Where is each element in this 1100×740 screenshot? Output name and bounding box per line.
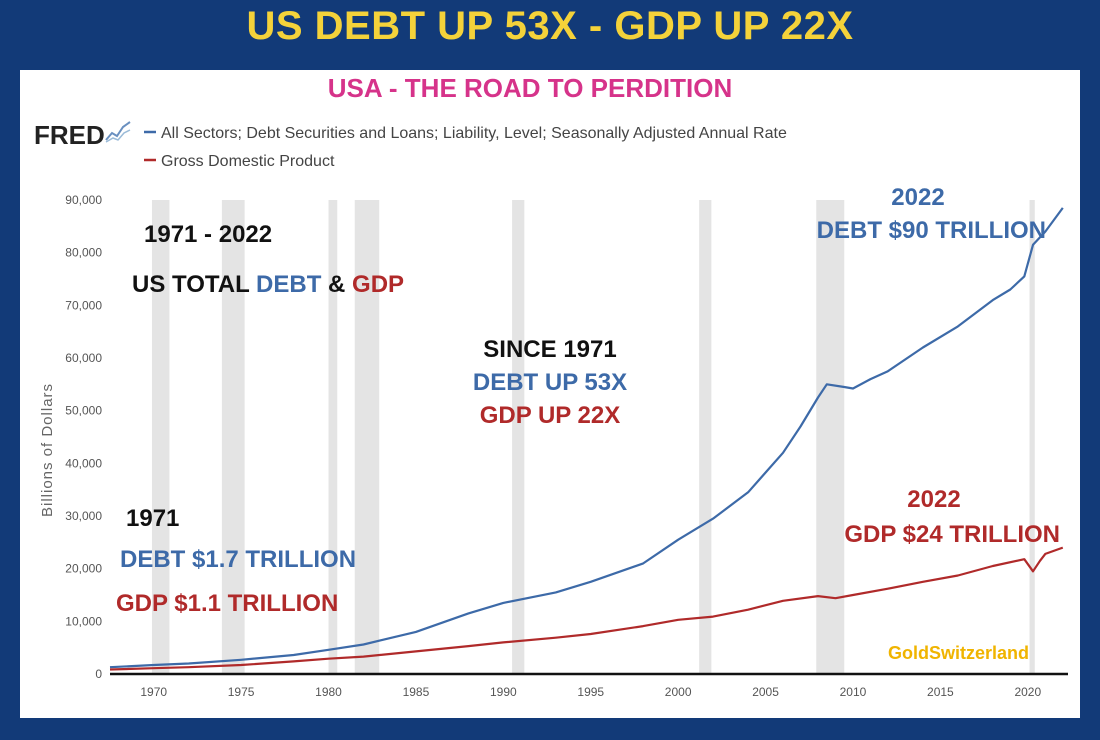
y-tick-label: 0 — [95, 667, 102, 681]
x-tick-label: 1970 — [140, 685, 167, 699]
annotation-end-debt-year: 2022 — [891, 184, 944, 211]
x-tick-label: 1980 — [315, 685, 342, 699]
chart: 0 10,000 20,000 30,000 40,000 50,000 60,000 70,… — [34, 73, 1068, 699]
y-tick-label: 20,000 — [65, 562, 102, 576]
annotation-title-amp: & — [321, 271, 352, 298]
recession-band-6 — [816, 200, 845, 674]
x-tick-label: 1995 — [577, 685, 604, 699]
x-tick-label: 1985 — [403, 685, 430, 699]
headline: US DEBT UP 53X - GDP UP 22X — [246, 4, 854, 48]
annotation-period: 1971 - 2022 — [144, 221, 272, 248]
x-tick-label: 2000 — [665, 685, 692, 699]
x-axis-ticks: 1970 1975 1980 1985 1990 1995 2000 2005 2010 2015… — [140, 685, 1041, 699]
y-tick-label: 70,000 — [65, 298, 102, 312]
y-axis-ticks: 0 10,000 20,000 30,000 40,000 50,000 60,000 70,… — [65, 193, 102, 681]
recession-band-2 — [328, 200, 338, 674]
x-tick-label: 2005 — [752, 685, 779, 699]
y-tick-label: 40,000 — [65, 456, 102, 470]
annotation-title-prefix: US TOTAL — [132, 271, 256, 298]
x-tick-label: 1975 — [228, 685, 255, 699]
fred-logo: FRED — [34, 120, 105, 150]
recession-band-5 — [699, 200, 712, 674]
annotation-start-debt: DEBT $1.7 TRILLION — [120, 546, 356, 573]
annotation-end-debt: DEBT $90 TRILLION — [817, 217, 1046, 244]
annotation-start-gdp: GDP $1.1 TRILLION — [116, 590, 338, 617]
annotation-start-year: 1971 — [126, 505, 179, 532]
y-tick-label: 80,000 — [65, 246, 102, 260]
chart-panel: 0 10,000 20,000 30,000 40,000 50,000 60,000 70,… — [20, 70, 1080, 718]
y-tick-label: 30,000 — [65, 509, 102, 523]
recession-band-7 — [1029, 200, 1035, 674]
legend-label-debt: All Sectors; Debt Securities and Loans; … — [161, 125, 787, 142]
y-tick-label: 10,000 — [65, 614, 102, 628]
x-tick-label: 2020 — [1014, 685, 1041, 699]
legend-label-gdp: Gross Domestic Product — [161, 153, 335, 170]
series-lines — [109, 207, 1064, 671]
series-line-gdp — [109, 546, 1064, 671]
y-tick-label: 60,000 — [65, 351, 102, 365]
recession-band-3 — [354, 200, 380, 674]
annotation-since: SINCE 1971 — [483, 336, 616, 363]
recession-band-0 — [151, 200, 170, 674]
annotation-end-gdp: GDP $24 TRILLION — [844, 521, 1060, 548]
annotation-title-debt: DEBT — [256, 271, 322, 298]
watermark: GoldSwitzerland — [888, 643, 1029, 663]
y-tick-label: 90,000 — [65, 193, 102, 207]
chart-title: USA - THE ROAD TO PERDITION — [328, 73, 732, 103]
recession-band-4 — [512, 200, 525, 674]
series-line-debt — [109, 207, 1064, 669]
annotation-since-gdp: GDP UP 22X — [480, 402, 621, 429]
recession-band-1 — [221, 200, 245, 674]
annotation-title-gdp: GDP — [352, 271, 404, 298]
y-tick-label: 50,000 — [65, 404, 102, 418]
x-tick-label: 2015 — [927, 685, 954, 699]
x-tick-label: 2010 — [840, 685, 867, 699]
recession-bands — [151, 200, 1035, 674]
line-chart-icon — [105, 121, 131, 143]
annotation-since-debt: DEBT UP 53X — [473, 369, 627, 396]
y-axis-title: Billions of Dollars — [39, 383, 56, 517]
x-tick-label: 1990 — [490, 685, 517, 699]
annotation-title: US TOTAL DEBT & GDP — [132, 271, 404, 298]
annotation-end-gdp-year: 2022 — [907, 486, 960, 513]
